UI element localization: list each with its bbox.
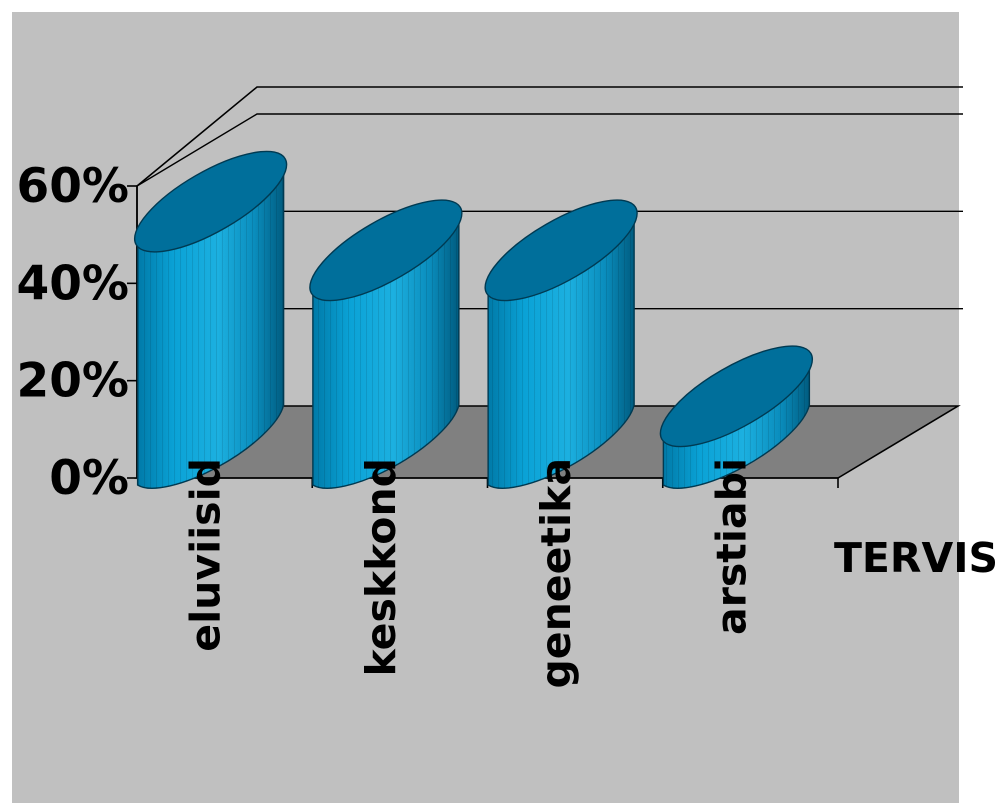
category-label: eluviisid	[182, 458, 230, 652]
cylinder-bar	[484, 199, 638, 489]
cylinder-top-cap	[133, 150, 288, 253]
cylinder-bar	[133, 150, 288, 489]
category-label: geneetika	[532, 458, 580, 689]
category-label: keskkond	[357, 458, 405, 677]
y-tick-label: 20%	[17, 354, 130, 409]
cylinder-top-cap	[659, 345, 814, 448]
y-axis-tick-labels: 0% 20% 40% 60%	[17, 159, 130, 506]
series-label: TERVIS	[834, 534, 998, 582]
cylinder-top-cap	[484, 199, 638, 302]
y-tick-label: 40%	[17, 256, 130, 311]
category-labels: eluviisid keskkond geneetika arstiabi	[182, 458, 756, 689]
gridline	[136, 113, 963, 187]
cylinder-stripes	[488, 210, 635, 489]
cylinder-bar	[309, 199, 463, 489]
bars	[133, 150, 814, 489]
cylinder-top-cap	[309, 199, 463, 302]
cylinder-stripes	[312, 210, 459, 489]
y-tick-label: 60%	[17, 159, 130, 214]
category-label: arstiabi	[707, 458, 755, 635]
y-tick-label: 0%	[49, 451, 129, 506]
cylinder-bar	[659, 345, 814, 489]
